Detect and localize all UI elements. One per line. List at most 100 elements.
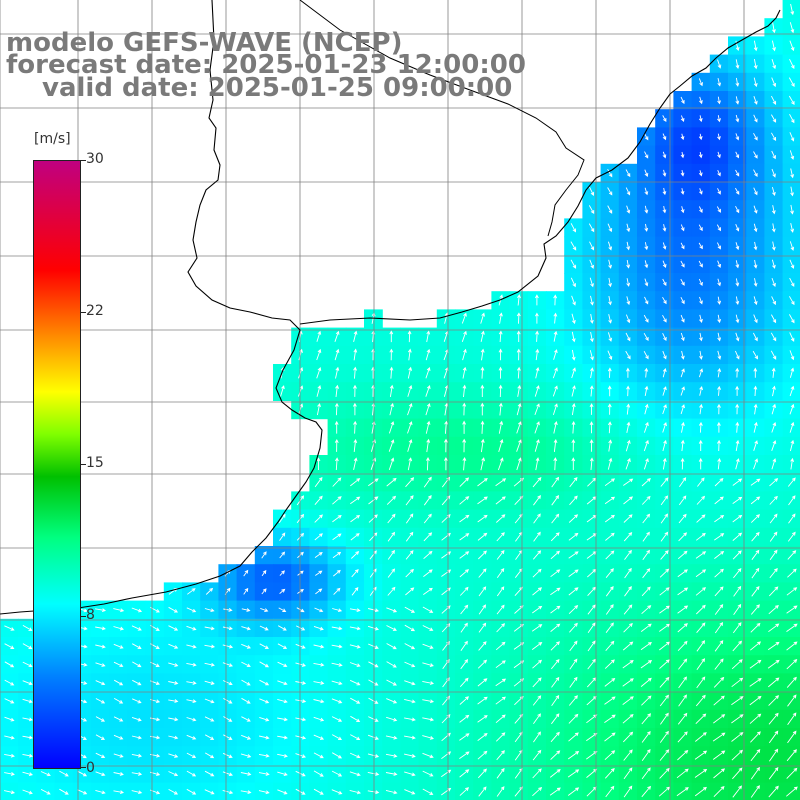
wind-arrow — [532, 550, 542, 560]
wind-arrow — [662, 278, 667, 287]
wind-arrow — [789, 439, 795, 452]
wind-arrow — [696, 640, 706, 652]
wind-arrow — [751, 585, 760, 597]
wind-arrow — [332, 551, 342, 559]
wind-arrow — [532, 568, 542, 578]
wind-arrow — [698, 421, 703, 433]
wind-arrow — [768, 623, 780, 633]
wind-arrow — [607, 187, 613, 196]
wind-arrow — [204, 608, 215, 613]
wind-arrow — [444, 402, 449, 416]
wind-arrow — [535, 366, 540, 379]
wind-arrow — [204, 644, 216, 649]
wind-arrow — [680, 170, 685, 177]
wind-arrow — [333, 587, 341, 595]
wind-arrow — [533, 731, 541, 743]
wind-arrow — [771, 186, 776, 197]
wind-arrow — [259, 625, 269, 631]
wind-arrow — [589, 421, 594, 434]
wind-arrow — [605, 550, 615, 560]
wind-arrow — [222, 662, 233, 667]
wind-arrow — [735, 314, 740, 324]
wind-arrow — [790, 186, 794, 197]
wind-arrow — [313, 644, 325, 649]
wind-arrow — [204, 698, 215, 704]
wind-arrow — [662, 350, 667, 360]
wind-arrow — [677, 587, 689, 596]
wind-arrow — [405, 495, 414, 506]
wind-arrow — [459, 569, 470, 578]
wind-arrow — [717, 96, 721, 105]
wind-arrow — [331, 752, 343, 759]
wind-arrow — [644, 133, 649, 141]
wind-arrow — [313, 770, 324, 777]
wind-arrow — [749, 695, 762, 706]
wind-arrow — [168, 717, 179, 722]
wind-arrow — [350, 533, 360, 541]
wind-arrow — [771, 77, 777, 88]
wind-arrow — [625, 350, 631, 360]
wind-arrow — [568, 551, 579, 559]
wind-arrow — [771, 314, 777, 324]
wind-arrow — [241, 679, 251, 686]
wind-arrow — [131, 607, 143, 613]
wind-arrows — [4, 3, 798, 798]
wind-arrow — [786, 786, 798, 797]
wind-arrow — [732, 478, 743, 486]
wind-arrow — [717, 170, 721, 177]
wind-arrow — [22, 771, 34, 776]
wind-arrow — [480, 384, 485, 397]
wind-arrow — [696, 658, 706, 670]
wind-arrow — [477, 659, 488, 669]
wind-arrow — [186, 680, 197, 685]
wind-arrow — [643, 350, 649, 360]
coastline-north-path — [299, 9, 781, 325]
wind-arrow — [769, 549, 778, 561]
wind-arrow — [422, 680, 435, 685]
wind-arrow — [478, 641, 487, 651]
title-forecast-date: forecast date: 2025-01-23 12:00:00 — [6, 50, 526, 80]
wind-arrow — [351, 586, 359, 596]
wind-arrow — [623, 604, 633, 615]
wind-arrow — [496, 532, 505, 542]
wind-arrow — [59, 788, 69, 795]
wind-arrow — [641, 605, 652, 615]
wind-arrow — [496, 604, 505, 615]
wind-arrow — [750, 641, 762, 651]
wind-arrow — [662, 386, 667, 396]
wind-arrow — [789, 314, 795, 324]
wind-arrow — [496, 786, 505, 797]
wind-arrow — [571, 313, 576, 325]
wind-arrow — [477, 496, 488, 505]
wind-arrow — [386, 698, 398, 704]
wind-arrow — [422, 788, 434, 795]
wind-arrow — [425, 385, 431, 397]
wind-arrow — [405, 587, 415, 596]
wind-arrow — [407, 366, 413, 379]
wind-arrow — [459, 714, 470, 723]
wind-arrow — [385, 772, 398, 776]
wind-arrow — [680, 260, 685, 268]
wind-arrow — [568, 514, 579, 523]
wind-arrow — [334, 348, 340, 361]
wind-arrow — [769, 478, 779, 487]
wind-arrow — [532, 587, 543, 596]
wind-arrow — [662, 169, 667, 177]
wind-arrow — [624, 586, 632, 597]
wind-arrow — [731, 749, 743, 761]
wind-speed-cell — [54, 782, 74, 800]
wind-arrow — [316, 367, 322, 379]
wind-arrow — [735, 77, 740, 87]
wind-arrow — [331, 662, 343, 667]
wind-arrow — [623, 749, 633, 761]
wind-arrow — [4, 698, 15, 704]
wind-arrow — [459, 733, 470, 741]
wind-arrow — [608, 259, 612, 269]
wind-arrow — [643, 421, 649, 433]
wind-arrow — [677, 569, 688, 578]
wind-arrow — [641, 495, 651, 505]
wind-arrow — [261, 551, 267, 559]
wind-arrow — [131, 771, 143, 776]
wind-arrow — [732, 532, 743, 541]
wind-arrow — [204, 789, 215, 795]
